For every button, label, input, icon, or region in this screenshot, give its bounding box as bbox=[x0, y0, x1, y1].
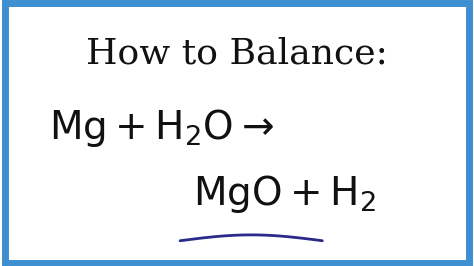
Text: $\mathrm{MgO + H_2}$: $\mathrm{MgO + H_2}$ bbox=[193, 173, 376, 215]
Text: $\mathrm{Mg + H_2O \rightarrow}$: $\mathrm{Mg + H_2O \rightarrow}$ bbox=[49, 107, 273, 149]
FancyBboxPatch shape bbox=[5, 3, 469, 263]
Text: How to Balance:: How to Balance: bbox=[86, 36, 388, 70]
